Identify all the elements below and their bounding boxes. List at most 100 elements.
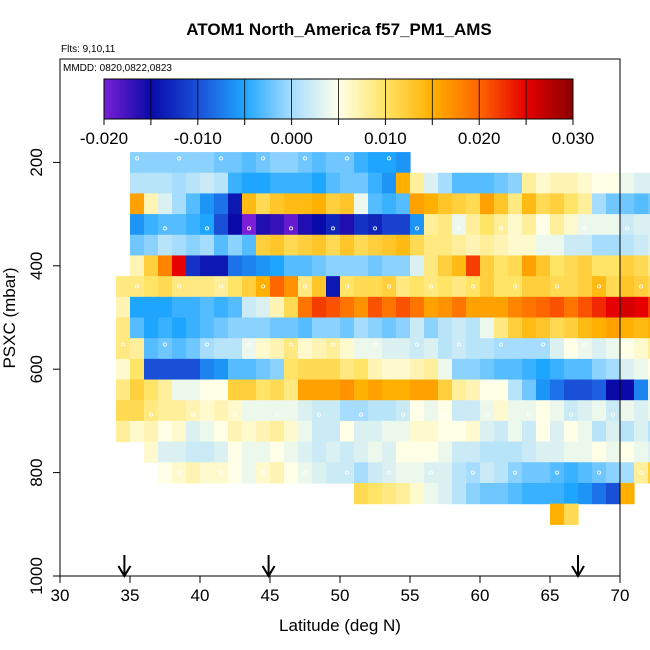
heatmap-cell bbox=[130, 296, 145, 319]
heatmap-cell bbox=[172, 441, 187, 463]
observation-point bbox=[639, 470, 644, 475]
heatmap-cell bbox=[410, 462, 425, 484]
observation-point bbox=[302, 470, 307, 475]
heatmap-cell bbox=[144, 317, 159, 339]
observation-point bbox=[583, 342, 588, 347]
y-tick-label: 1000 bbox=[27, 557, 46, 595]
arrow-head bbox=[571, 565, 585, 578]
heatmap-cell bbox=[130, 420, 145, 443]
observation-point bbox=[204, 342, 209, 347]
heatmap-cell bbox=[620, 255, 635, 277]
observation-point bbox=[176, 156, 181, 161]
heatmap-cell bbox=[326, 400, 341, 422]
colorbar-segment bbox=[339, 79, 342, 119]
heatmap-cell bbox=[326, 214, 341, 236]
colorbar-segment bbox=[279, 79, 283, 119]
colorbar-tick-label: 0.000 bbox=[270, 129, 313, 148]
colorbar-segment bbox=[137, 79, 141, 119]
heatmap-cell bbox=[452, 379, 467, 401]
colorbar-segment bbox=[217, 79, 221, 119]
observation-point bbox=[162, 342, 167, 347]
colorbar-segment bbox=[363, 79, 366, 119]
heatmap-cell bbox=[382, 482, 397, 505]
colorbar-segment bbox=[221, 79, 225, 119]
heatmap-cell bbox=[256, 296, 271, 319]
heatmap-cell bbox=[606, 234, 621, 257]
x-tick-label: 55 bbox=[401, 586, 420, 605]
heatmap-cell bbox=[508, 234, 523, 257]
heatmap-cell bbox=[200, 255, 215, 277]
observation-point bbox=[597, 470, 602, 475]
x-tick-label: 30 bbox=[51, 586, 70, 605]
heatmap-cell bbox=[214, 276, 229, 298]
heatmap-cell bbox=[186, 420, 201, 443]
heatmap-cell bbox=[130, 214, 145, 236]
colorbar-segment bbox=[189, 79, 193, 119]
heatmap-cell bbox=[466, 400, 481, 422]
observation-point bbox=[513, 284, 518, 289]
colorbar-segment bbox=[229, 79, 233, 119]
heatmap-cell bbox=[508, 400, 523, 422]
colorbar-segment bbox=[215, 79, 219, 119]
heatmap-cell bbox=[606, 379, 621, 401]
heatmap-cell bbox=[242, 358, 257, 381]
colorbar-segment bbox=[125, 79, 129, 119]
observation-point bbox=[176, 470, 181, 475]
heatmap-cell bbox=[508, 214, 523, 236]
heatmap-cell bbox=[186, 234, 201, 257]
heatmap-cell bbox=[312, 379, 327, 401]
colorbar-segment bbox=[175, 79, 179, 119]
heatmap-cell bbox=[298, 379, 313, 401]
heatmap-cell bbox=[382, 255, 397, 277]
colorbar-segment bbox=[371, 79, 374, 119]
colorbar-segment bbox=[207, 79, 211, 119]
colorbar-segment bbox=[411, 79, 414, 119]
heatmap-cell bbox=[396, 214, 411, 236]
heatmap-cell bbox=[452, 441, 467, 463]
heatmap-cell bbox=[634, 193, 649, 215]
heatmap-cell bbox=[578, 420, 593, 443]
heatmap-cell bbox=[480, 317, 495, 339]
heatmap-cell bbox=[326, 462, 341, 484]
heatmap-cell bbox=[396, 482, 411, 505]
dates-label: MMDD: 0820,0822,0823 bbox=[63, 63, 172, 74]
heatmap-cell bbox=[452, 400, 467, 422]
heatmap-cell bbox=[298, 420, 313, 443]
colorbar-segment bbox=[333, 79, 337, 119]
observation-point bbox=[121, 342, 126, 347]
heatmap-cell bbox=[270, 255, 285, 277]
heatmap-cell bbox=[494, 317, 509, 339]
colorbar-segment bbox=[107, 79, 111, 119]
heatmap-cell bbox=[564, 482, 579, 505]
colorbar-segment bbox=[361, 79, 364, 119]
heatmap-cell bbox=[340, 193, 355, 215]
heatmap-cell bbox=[508, 172, 523, 195]
colorbar-segment bbox=[515, 79, 518, 119]
heatmap-cell bbox=[620, 420, 635, 443]
heatmap-cell bbox=[200, 420, 215, 443]
heatmap-cell bbox=[550, 172, 565, 195]
colorbar-segment bbox=[201, 79, 205, 119]
observation-point bbox=[218, 284, 223, 289]
heatmap-cell bbox=[564, 338, 579, 360]
colorbar-segment bbox=[313, 79, 317, 119]
heatmap-cell bbox=[564, 358, 579, 381]
colorbar-segment bbox=[135, 79, 139, 119]
heatmap-cell bbox=[438, 214, 453, 236]
colorbar-labels: -0.020 -0.010 0.000 0.010 0.020 0.030 bbox=[80, 129, 594, 148]
heatmap-cell bbox=[158, 214, 173, 236]
colorbar-segment bbox=[141, 79, 145, 119]
heatmap-cell bbox=[424, 358, 439, 381]
colorbar-segment bbox=[261, 79, 265, 119]
heatmap-cell bbox=[466, 214, 481, 236]
heatmap-cell bbox=[606, 214, 621, 236]
colorbar-segment bbox=[199, 79, 203, 119]
heatmap-cell bbox=[172, 358, 187, 381]
heatmap-cell bbox=[116, 400, 131, 422]
heatmap-cell bbox=[354, 172, 369, 195]
heatmap-cell bbox=[130, 317, 145, 339]
heatmap-cell bbox=[298, 193, 313, 215]
heatmap-cell bbox=[578, 400, 593, 422]
heatmap-cell bbox=[354, 400, 369, 422]
heatmap-cell bbox=[494, 338, 509, 360]
